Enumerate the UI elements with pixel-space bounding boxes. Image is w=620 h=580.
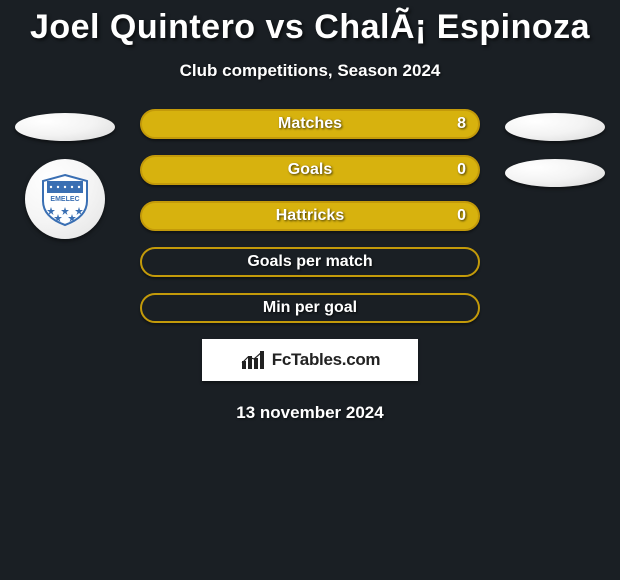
site-name: FcTables.com (272, 350, 381, 370)
stat-label: Matches (140, 109, 480, 139)
stat-value: 8 (457, 109, 466, 139)
right-player-oval-2 (505, 159, 605, 187)
stat-row-hattricks: Hattricks 0 (140, 201, 480, 231)
snapshot-date: 13 november 2024 (140, 403, 480, 423)
stat-row-goals-per-match: Goals per match (140, 247, 480, 277)
bar-chart-icon (240, 349, 266, 371)
left-player-badge: EMELEC (25, 159, 105, 239)
stat-value: 0 (457, 155, 466, 185)
stat-label: Goals per match (140, 247, 480, 277)
svg-text:EMELEC: EMELEC (50, 196, 79, 203)
stat-label: Min per goal (140, 293, 480, 323)
stat-bars: Matches 8 Goals 0 Hattricks 0 Goals per … (140, 109, 480, 423)
comparison-panel: EMELEC Matches 8 Goals 0 (0, 109, 620, 423)
left-player-column: EMELEC (10, 109, 120, 239)
page-subtitle: Club competitions, Season 2024 (0, 61, 620, 81)
stat-value: 0 (457, 201, 466, 231)
stat-row-min-per-goal: Min per goal (140, 293, 480, 323)
site-logo-box: FcTables.com (202, 339, 418, 381)
emelec-crest-icon: EMELEC (37, 171, 93, 227)
stat-row-matches: Matches 8 (140, 109, 480, 139)
left-player-oval (15, 113, 115, 141)
right-player-oval-1 (505, 113, 605, 141)
stat-label: Goals (140, 155, 480, 185)
page-title: Joel Quintero vs ChalÃ¡ Espinoza (0, 0, 620, 47)
right-player-column (500, 109, 610, 205)
stat-row-goals: Goals 0 (140, 155, 480, 185)
stat-label: Hattricks (140, 201, 480, 231)
